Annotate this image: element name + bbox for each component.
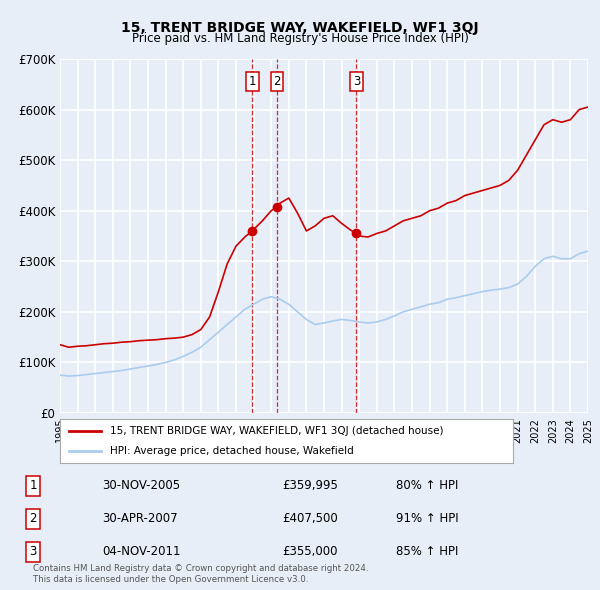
Text: 15, TRENT BRIDGE WAY, WAKEFIELD, WF1 3QJ (detached house): 15, TRENT BRIDGE WAY, WAKEFIELD, WF1 3QJ… <box>110 427 443 436</box>
Text: 3: 3 <box>353 75 360 88</box>
Text: 2: 2 <box>273 75 281 88</box>
Text: £355,000: £355,000 <box>282 545 337 559</box>
Text: 3: 3 <box>29 545 37 559</box>
Text: HPI: Average price, detached house, Wakefield: HPI: Average price, detached house, Wake… <box>110 446 353 455</box>
Text: £359,995: £359,995 <box>282 480 338 493</box>
Text: 30-APR-2007: 30-APR-2007 <box>102 513 178 526</box>
Text: 85% ↑ HPI: 85% ↑ HPI <box>396 545 458 559</box>
Text: 30-NOV-2005: 30-NOV-2005 <box>102 480 180 493</box>
Text: 1: 1 <box>29 480 37 493</box>
Text: 91% ↑ HPI: 91% ↑ HPI <box>396 513 458 526</box>
Text: 1: 1 <box>248 75 256 88</box>
Text: 04-NOV-2011: 04-NOV-2011 <box>102 545 181 559</box>
Text: Contains HM Land Registry data © Crown copyright and database right 2024.
This d: Contains HM Land Registry data © Crown c… <box>33 564 368 584</box>
Text: £407,500: £407,500 <box>282 513 338 526</box>
Text: 80% ↑ HPI: 80% ↑ HPI <box>396 480 458 493</box>
Text: 2: 2 <box>29 513 37 526</box>
Text: Price paid vs. HM Land Registry's House Price Index (HPI): Price paid vs. HM Land Registry's House … <box>131 32 469 45</box>
Text: 15, TRENT BRIDGE WAY, WAKEFIELD, WF1 3QJ: 15, TRENT BRIDGE WAY, WAKEFIELD, WF1 3QJ <box>121 21 479 35</box>
